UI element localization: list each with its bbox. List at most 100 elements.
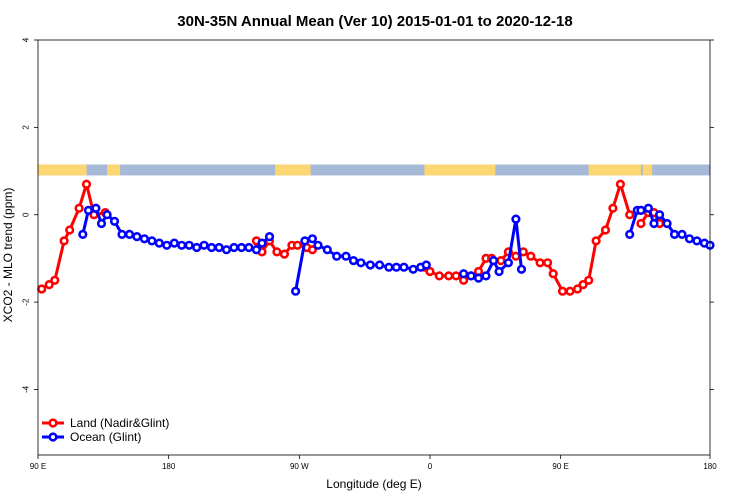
series-1-point: [132, 232, 142, 242]
series-1-point: [341, 251, 351, 261]
series-0-point: [548, 269, 558, 279]
series-1-point: [139, 234, 149, 244]
land-segment-2: [275, 164, 311, 176]
series-1-point: [221, 245, 232, 255]
series-1-point: [365, 260, 375, 270]
series-1-point: [511, 214, 521, 224]
series-1-point: [662, 218, 672, 229]
series-0-point: [37, 284, 47, 294]
series-0-point: [292, 240, 303, 250]
series-1-point: [636, 205, 646, 215]
series-0-point: [81, 179, 92, 189]
series-0-point: [535, 258, 545, 268]
series-1-point: [494, 266, 504, 277]
series-1-point: [669, 229, 680, 239]
x-axis-label: Longitude (deg E): [326, 477, 421, 491]
y-tick-label-1: -2: [22, 298, 31, 306]
y-tick-label-2: 0: [22, 212, 31, 217]
series-0-point: [600, 225, 611, 235]
chart-title: 30N-35N Annual Mean (Ver 10) 2015-01-01 …: [177, 13, 572, 30]
series-1-point: [102, 210, 112, 220]
series-0-point: [74, 203, 84, 213]
series-1-point: [257, 238, 267, 248]
land-segment-5: [642, 164, 653, 176]
series-1-line-2: [463, 217, 523, 280]
x-tick-label-2: 90 W: [290, 462, 309, 471]
series-0-point: [451, 271, 461, 281]
series-1-point: [654, 210, 665, 220]
series-1-point: [684, 234, 695, 244]
legend-label-0: Land (Nadir&Glint): [70, 416, 169, 430]
series-1-point: [96, 218, 107, 229]
series-0-point: [591, 236, 601, 246]
series-layer: [37, 179, 715, 296]
series-0-point: [496, 256, 506, 266]
series-1-point: [503, 258, 514, 268]
series-0-point: [59, 236, 69, 246]
x-tick-label-0: 90 E: [30, 462, 46, 471]
series-0-point: [511, 251, 521, 261]
y-axis-label: XCO2 - MLO trend (ppm): [1, 188, 15, 323]
series-1-point: [375, 260, 385, 270]
series-1-point: [481, 271, 491, 281]
series-1-point: [236, 242, 247, 253]
series-1-point: [677, 229, 687, 239]
x-tick-label-5: 180: [703, 462, 717, 471]
series-1-point: [291, 286, 301, 296]
series-1-point: [348, 256, 359, 266]
series-0-point: [608, 203, 618, 213]
series-1-point: [91, 203, 101, 213]
legend-marker-0: [48, 418, 58, 428]
series-1-point: [229, 242, 239, 253]
series-1-point: [154, 238, 164, 248]
series-1-point: [356, 258, 366, 268]
series-0-point: [44, 280, 54, 290]
series-1-point: [199, 240, 209, 250]
series-0-point: [425, 266, 435, 277]
series-1-point: [307, 234, 318, 244]
series-0-point: [584, 275, 594, 285]
series-1-point: [421, 260, 431, 270]
series-0-point: [565, 286, 575, 296]
series-0-point: [625, 210, 635, 220]
series-1-point: [332, 251, 342, 261]
series-0-line-0: [40, 182, 106, 291]
series-1-point: [384, 262, 394, 272]
series-0-point: [272, 247, 282, 257]
series-1-point: [244, 242, 254, 253]
series-0-point: [557, 286, 568, 296]
series-1-point: [313, 240, 323, 250]
series-1-point: [264, 232, 275, 242]
series-1-point: [192, 242, 202, 253]
series-1-point: [466, 271, 476, 281]
series-1-point: [322, 245, 332, 255]
series-1-point: [643, 203, 654, 213]
series-1-point: [184, 240, 194, 250]
legend-label-1: Ocean (Glint): [70, 430, 141, 444]
series-1-point: [207, 242, 217, 253]
series-1-point: [117, 229, 127, 239]
x-tick-label-1: 180: [162, 462, 176, 471]
series-1-point: [214, 242, 224, 253]
series-1-point: [649, 218, 659, 229]
series-0-point: [307, 245, 318, 255]
x-tick-label-4: 90 E: [552, 462, 568, 471]
series-0-point: [615, 179, 626, 189]
series-1-point: [625, 229, 635, 239]
series-0-point: [434, 271, 444, 281]
legend-marker-1: [48, 432, 58, 442]
series-1-point: [391, 262, 402, 272]
series-1-point: [177, 240, 187, 250]
y-tick-label-3: 2: [22, 125, 31, 130]
axes: 90 E 180 90 W 0 90 E 180 -4 -2 0 2 4: [22, 37, 718, 471]
series-0-point: [578, 280, 588, 290]
series-1-point: [473, 273, 484, 283]
series-0-point: [542, 258, 553, 268]
land-segment-0: [38, 164, 87, 176]
series-1-point: [459, 269, 469, 279]
series-1-point: [124, 229, 135, 239]
land-segment-1: [107, 164, 121, 176]
series-1-point: [408, 264, 418, 274]
series-1-point: [516, 264, 527, 274]
